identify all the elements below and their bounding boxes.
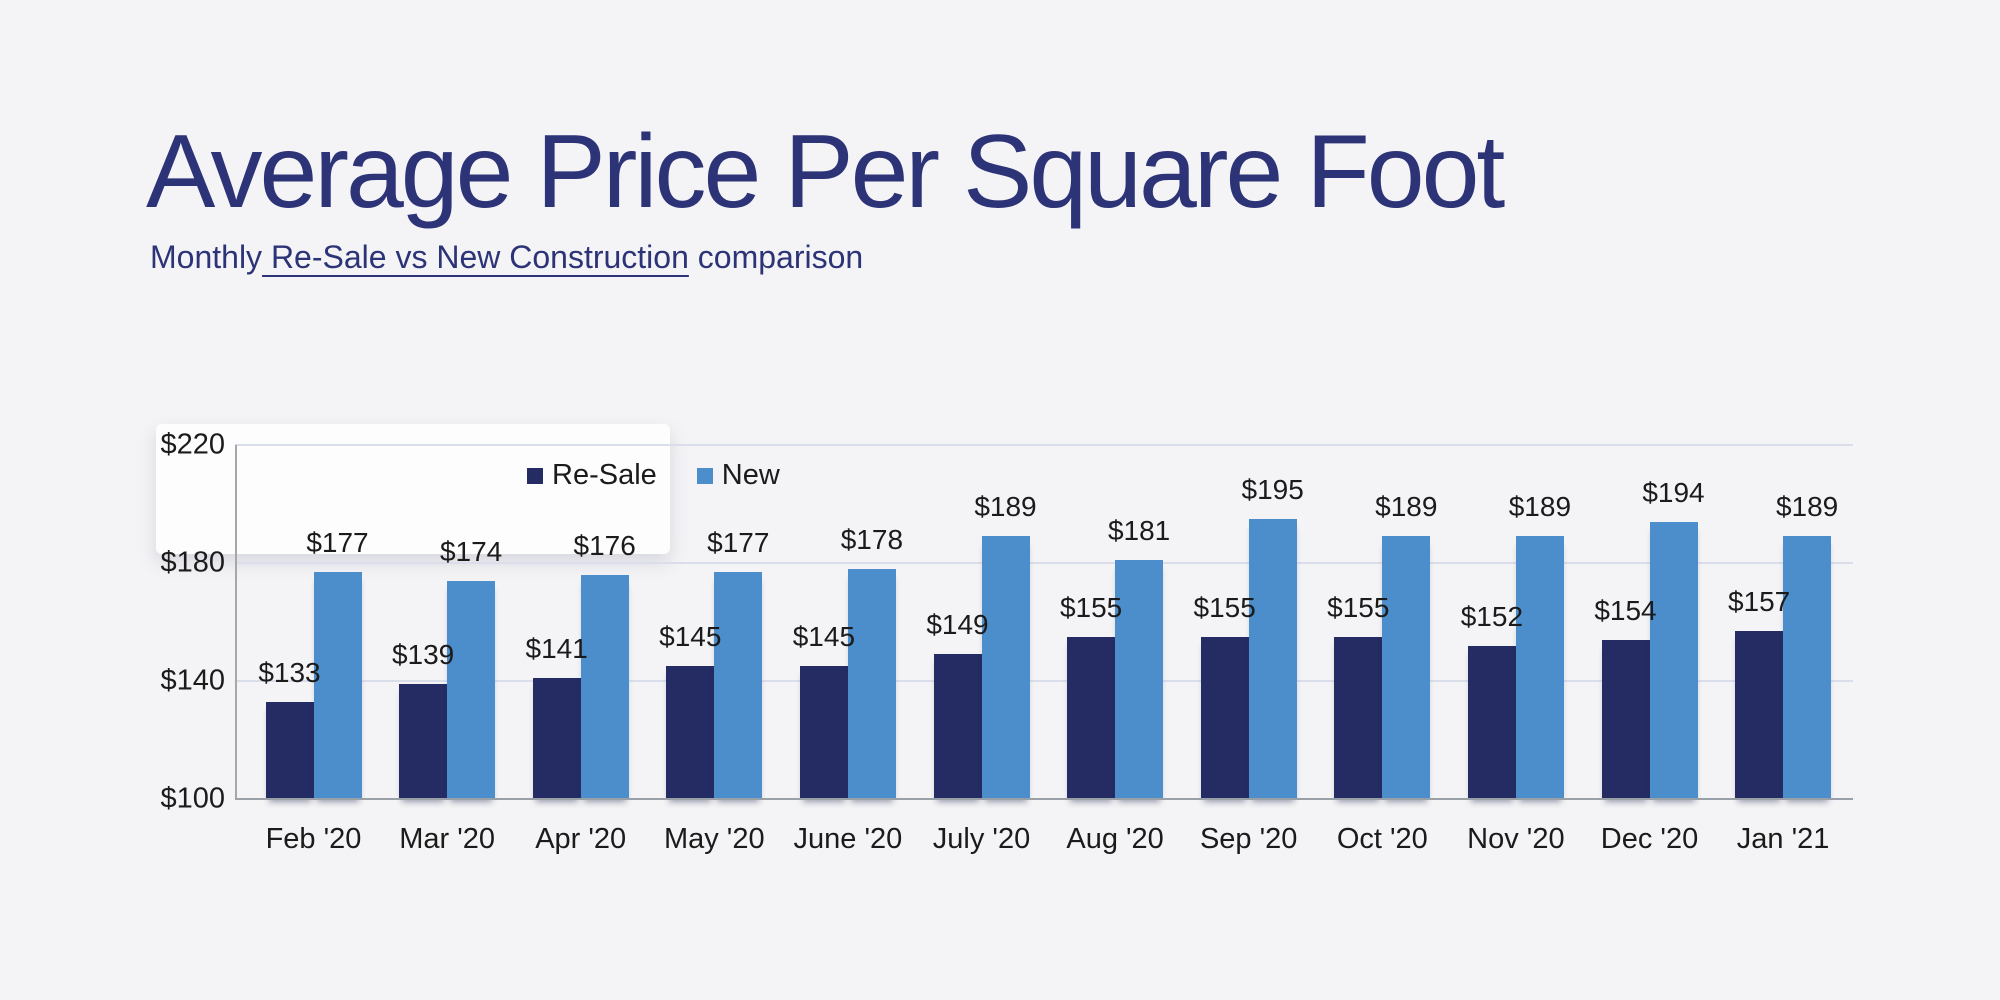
legend-item-new: New [696, 459, 780, 492]
page-title: Average Price Per Square Foot [146, 114, 1505, 230]
y-tick-label: $220 [160, 428, 225, 461]
gridline [235, 444, 1853, 446]
x-tick-label: Dec '20 [1600, 823, 1699, 855]
x-tick-label: Apr '20 [535, 823, 627, 855]
bar-resale-10 [1601, 639, 1650, 799]
bar-new-10 [1649, 521, 1698, 799]
new-swatch-icon [696, 467, 713, 484]
bar-new-2 [580, 574, 629, 799]
bar-value-label: $181 [1107, 515, 1171, 547]
y-tick-label: $180 [160, 546, 225, 579]
plot-area: Re-Sale New $133 $177 $139 $174 $141 $176 $145… [235, 444, 1853, 800]
bar-resale-1 [399, 683, 448, 799]
bar-value-label: $152 [1460, 600, 1524, 632]
bar-new-7 [1248, 518, 1297, 799]
bar-new-8 [1382, 536, 1431, 799]
subtitle-prefix: Monthly [150, 239, 263, 275]
resale-swatch-icon [527, 467, 543, 484]
bar-value-label: $149 [926, 609, 989, 641]
bar-value-label: $189 [974, 491, 1037, 523]
bar-resale-9 [1467, 645, 1516, 799]
bar-resale-4 [799, 666, 848, 799]
bar-new-0 [313, 571, 362, 799]
bar-value-label: $133 [258, 656, 321, 688]
x-tick-label: July '20 [932, 823, 1031, 855]
bar-resale-0 [265, 701, 314, 799]
bar-resale-5 [933, 654, 982, 799]
bar-value-label: $139 [391, 638, 455, 670]
x-axis-line [235, 798, 1853, 800]
page-subtitle: Monthly Re-Sale vs New Construction comp… [150, 239, 863, 276]
bar-new-4 [847, 568, 896, 799]
bar-resale-8 [1334, 636, 1383, 799]
bar-value-label: $155 [1193, 591, 1256, 623]
bar-resale-7 [1200, 636, 1249, 799]
x-tick-label: Jan '21 [1736, 823, 1830, 855]
x-tick-label: May '20 [663, 823, 765, 855]
bar-new-3 [714, 571, 763, 799]
x-tick-label: Oct '20 [1336, 823, 1428, 855]
x-tick-label: Sep '20 [1199, 823, 1298, 855]
x-tick-label: Nov '20 [1467, 823, 1565, 855]
bar-value-label: $177 [306, 526, 369, 558]
legend-item-resale: Re-Sale [527, 459, 657, 492]
bar-value-label: $174 [439, 535, 503, 567]
bar-new-9 [1515, 536, 1564, 799]
x-tick-label: Feb '20 [265, 823, 362, 855]
x-tick-label: June '20 [793, 823, 903, 855]
legend: Re-Sale New [527, 459, 780, 492]
bar-value-label: $155 [1059, 591, 1123, 623]
bar-value-label: $145 [792, 621, 856, 653]
bar-value-label: $189 [1375, 491, 1438, 523]
subtitle-suffix: comparison [688, 239, 864, 275]
bar-new-1 [447, 580, 496, 799]
gridline [235, 562, 1853, 564]
bar-value-label: $141 [525, 633, 588, 665]
x-tick-label: Mar '20 [399, 823, 495, 855]
bar-resale-3 [666, 666, 715, 799]
bar-value-label: $157 [1727, 585, 1791, 617]
bar-value-label: $155 [1327, 591, 1390, 623]
bar-new-5 [981, 536, 1030, 799]
bar-resale-11 [1735, 630, 1784, 799]
y-axis-line [235, 445, 237, 799]
y-tick-label: $140 [160, 664, 225, 697]
bar-resale-2 [532, 678, 581, 799]
bar-new-6 [1115, 560, 1164, 799]
bar-value-label: $195 [1241, 473, 1304, 505]
bar-value-label: $145 [659, 621, 722, 653]
legend-label-resale: Re-Sale [552, 459, 657, 491]
bar-value-label: $176 [573, 529, 636, 561]
bar-value-label: $177 [707, 526, 770, 558]
legend-label-new: New [721, 459, 780, 491]
bar-value-label: $154 [1594, 594, 1657, 626]
bar-value-label: $189 [1508, 491, 1572, 523]
bar-new-11 [1783, 536, 1832, 799]
bar-value-label: $178 [840, 523, 904, 555]
bar-resale-6 [1067, 636, 1116, 799]
subtitle-underlined: Re-Sale vs New Construction [262, 239, 689, 275]
bar-value-label: $189 [1775, 491, 1839, 523]
bar-value-label: $194 [1642, 476, 1705, 508]
gridline [235, 680, 1853, 682]
x-tick-label: Aug '20 [1066, 823, 1164, 855]
y-tick-label: $100 [160, 782, 225, 815]
